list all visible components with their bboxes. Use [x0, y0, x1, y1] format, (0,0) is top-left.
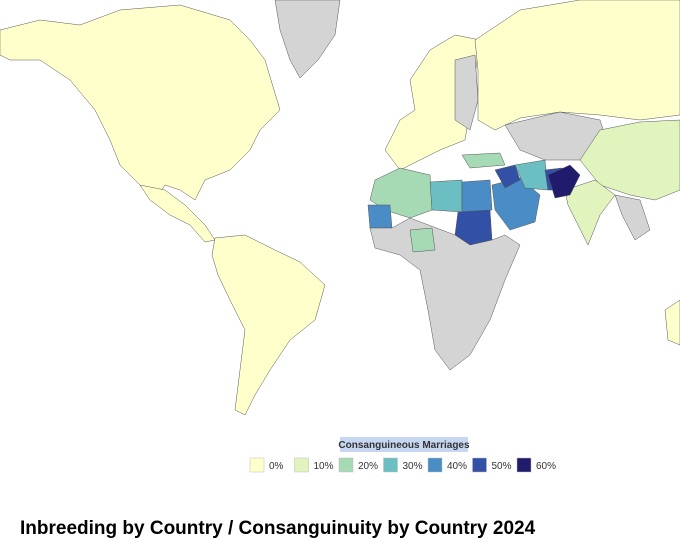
legend-label: 0% [269, 461, 284, 472]
legend-swatch [427, 457, 443, 473]
legend-label: 10% [314, 461, 334, 472]
country [614, 194, 651, 241]
country [211, 234, 326, 416]
legend-swatch [294, 457, 309, 473]
legend-label: 30% [403, 461, 423, 472]
legend-title-bg [340, 437, 468, 452]
title: Inbreeding by Country / Consanguinuity b… [20, 518, 536, 539]
country [0, 4, 281, 201]
country [474, 0, 680, 131]
country [564, 179, 616, 246]
legend-title: Consanguineous Marriages [338, 440, 470, 451]
country [274, 0, 341, 79]
country [579, 119, 680, 201]
legend-swatch [516, 457, 532, 473]
country [664, 299, 680, 346]
country [367, 204, 393, 229]
country [461, 152, 506, 169]
country [461, 179, 493, 213]
legend-label: 60% [536, 461, 556, 472]
country [454, 54, 479, 131]
legend-swatch [383, 457, 398, 473]
country [547, 164, 581, 199]
country [491, 177, 541, 231]
legend-swatch [472, 457, 487, 473]
legend-label: 40% [447, 461, 467, 472]
country [429, 179, 463, 213]
legend-swatch [249, 457, 265, 473]
country [494, 164, 521, 189]
country [369, 217, 521, 371]
country [139, 184, 216, 243]
country [409, 227, 436, 253]
legend-label: 20% [358, 461, 378, 472]
legend-label: 50% [492, 461, 512, 472]
legend-swatch [338, 457, 354, 473]
